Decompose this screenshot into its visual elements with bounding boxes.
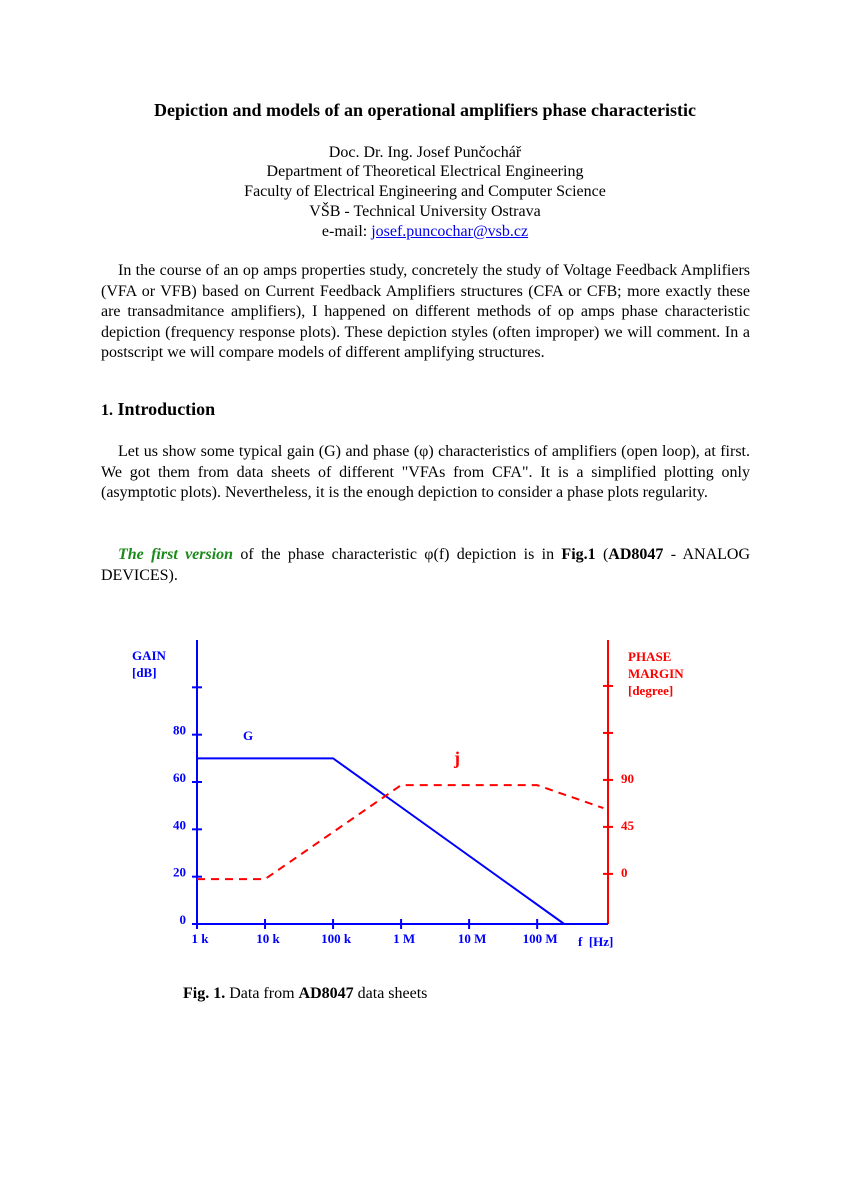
- x-tick-label: 1 k: [192, 931, 210, 946]
- y-tick-label: 40: [173, 817, 186, 832]
- y-tick-label: 60: [173, 770, 186, 785]
- chart: 0 20 40 60 80 0 45 90 1 k 10 k 100 k 1 M 10 M 100 M GA…: [132, 640, 684, 949]
- x-tick-label: 100 M: [523, 931, 558, 946]
- y-axis-label: GAIN: [132, 648, 167, 663]
- emphasis: The first version: [118, 546, 234, 563]
- figure-ref: Fig.1: [561, 546, 596, 563]
- title: Depiction and models of an operational a…: [154, 100, 696, 120]
- paragraph-text: Let us show some typical gain (G) and ph…: [101, 443, 750, 501]
- paragraph-text: (: [602, 546, 609, 563]
- y2-tick-label: 90: [621, 771, 634, 786]
- caption-text: Data from: [229, 985, 295, 1002]
- y2-axis-label: [degree]: [628, 683, 673, 698]
- x-tick-label: 10 k: [256, 931, 280, 946]
- paragraph-text: - ANALOG DEVICES).: [101, 546, 751, 584]
- x-tick-label: 100 k: [321, 931, 352, 946]
- section-heading: 1. Introduction: [101, 399, 215, 420]
- y2-axis-label: MARGIN: [628, 666, 684, 681]
- paragraph-text: of the phase characteristic φ(f) depicti…: [240, 546, 555, 563]
- x-tick-label: 1 M: [393, 931, 415, 946]
- section-number: 1.: [101, 402, 113, 419]
- y2-tick-label: 45: [621, 818, 635, 833]
- y2-tick-label: 0: [621, 865, 628, 880]
- x-tick-label: 10 M: [458, 931, 487, 946]
- department: Department of Theoretical Electrical Eng…: [266, 163, 584, 180]
- series-line: [197, 757, 565, 925]
- series-label: G: [243, 728, 253, 743]
- y-axis-label: [dB]: [132, 665, 157, 680]
- section-title: Introduction: [117, 399, 216, 419]
- faculty: Faculty of Electrical Engineering and Co…: [244, 183, 606, 200]
- caption-label: Fig. 1.: [183, 985, 226, 1002]
- chip-name: AD8047: [608, 546, 664, 563]
- caption-text: data sheets: [357, 985, 428, 1002]
- y-tick-label: 0: [180, 912, 187, 927]
- series-label: j: [453, 748, 460, 768]
- email-line: e-mail: josef.puncochar@vsb.cz: [0, 222, 850, 242]
- author: Doc. Dr. Ing. Josef Punčochář: [328, 144, 522, 161]
- paragraph: The first version of the phase character…: [101, 545, 750, 586]
- y-tick-label: 20: [173, 865, 186, 880]
- email-label: e-mail:: [321, 223, 368, 240]
- y2-axis-label: PHASE: [628, 649, 671, 664]
- abstract: In the course of an op amps properties s…: [101, 262, 750, 361]
- chip-name: AD8047: [298, 985, 354, 1002]
- university: VŠB - Technical University Ostrava: [309, 203, 541, 220]
- email-link[interactable]: josef.puncochar@vsb.cz: [371, 223, 529, 240]
- series-line: [197, 784, 604, 881]
- x-axis-label: f [Hz]: [578, 934, 613, 949]
- paragraph: Let us show some typical gain (G) and ph…: [101, 442, 750, 504]
- caption: Fig. 1. Data from AD8047 data sheets: [183, 985, 427, 1003]
- y-tick-label: 80: [173, 723, 186, 738]
